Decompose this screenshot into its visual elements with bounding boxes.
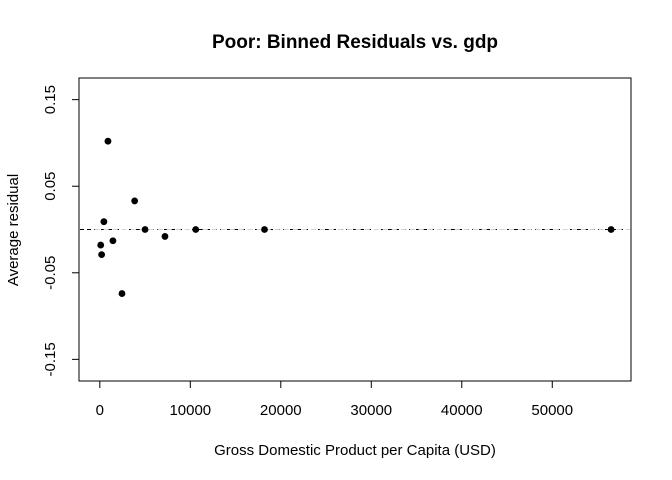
y-axis: -0.15 -0.05 0.05 0.15 (42, 85, 80, 376)
y-axis-label: Average residual (5, 174, 22, 286)
data-point (118, 290, 126, 297)
chart-title: Poor: Binned Residuals vs. gdp (212, 32, 498, 53)
x-tick-label: 30000 (350, 402, 392, 419)
x-tick-label: 20000 (260, 402, 302, 419)
data-point (109, 237, 117, 245)
data-point (104, 137, 112, 145)
data-point (261, 226, 268, 233)
data-point (161, 233, 169, 240)
x-axis: 0 10000 20000 30000 40000 50000 (96, 380, 573, 419)
data-point (98, 251, 106, 259)
y-tick-label: -0.05 (42, 256, 59, 290)
x-axis-label: Gross Domestic Product per Capita (USD) (214, 442, 496, 459)
data-point (100, 218, 108, 226)
y-tick-label: -0.15 (42, 342, 59, 376)
x-tick-label: 40000 (441, 402, 483, 419)
y-tick-label: 0.15 (42, 85, 59, 114)
data-points (97, 137, 615, 297)
data-point (607, 226, 615, 233)
data-point (192, 226, 200, 233)
data-point (131, 197, 139, 205)
x-tick-label: 10000 (169, 402, 211, 419)
x-tick-label: 0 (96, 402, 104, 419)
data-point (97, 241, 105, 249)
y-tick-label: 0.05 (42, 172, 59, 201)
data-point (141, 226, 149, 233)
x-tick-label: 50000 (531, 402, 573, 419)
